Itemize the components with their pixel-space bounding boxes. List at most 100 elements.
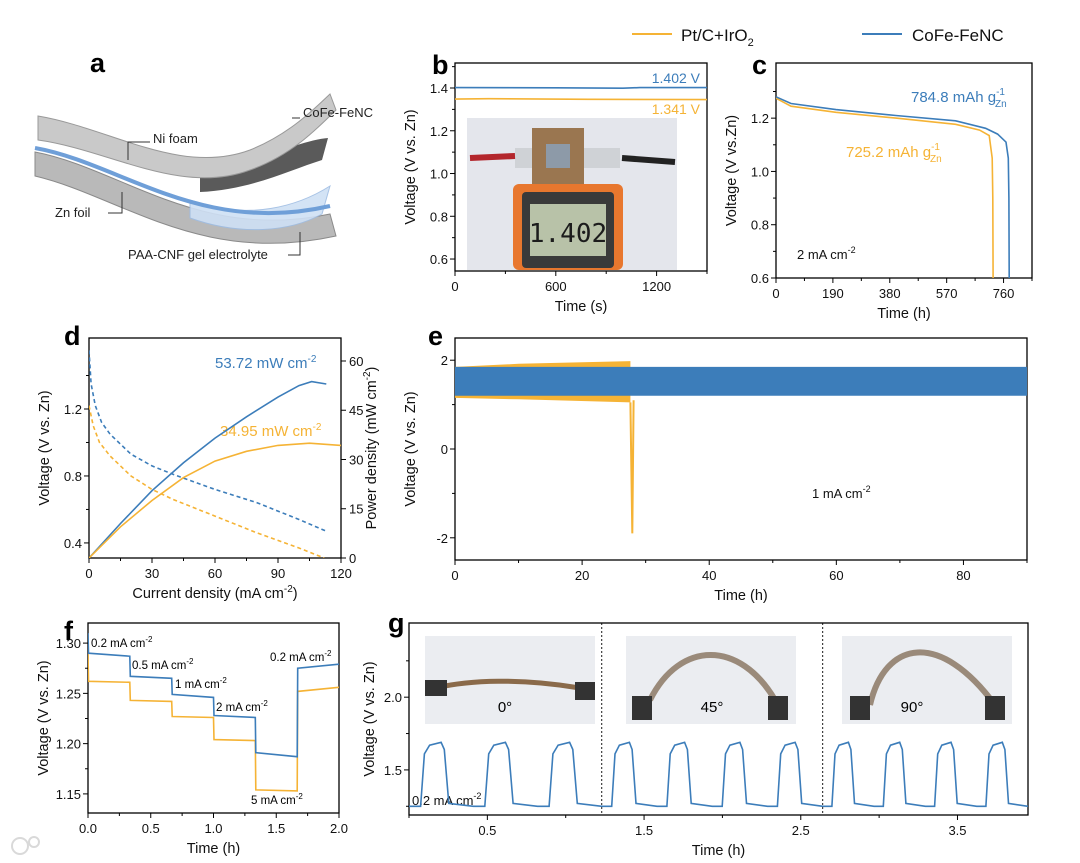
y2-tick-label: 0	[349, 551, 356, 566]
series-line-pt-c-iro2-voltage	[89, 405, 325, 558]
failure-spike	[629, 400, 635, 534]
y2-tick-label: 60	[349, 354, 363, 369]
black-probe	[621, 155, 676, 165]
x-tick-label: 0.5	[142, 821, 160, 836]
series-line-cofe-fenc-voltage	[89, 350, 327, 532]
d-annotation-cofe: 53.72 mW cm-2	[215, 354, 317, 372]
x-tick-label: 1.5	[267, 821, 285, 836]
c-annotation-cofe: 784.8 mAh g-1 Zn	[911, 87, 1007, 110]
x-tick-label: 20	[575, 568, 589, 583]
panel-b-inset-photo: 1.402	[467, 118, 677, 270]
x-tick-label: 380	[879, 286, 901, 301]
panel-letter-d: d	[64, 321, 81, 351]
y2-tick-label: 45	[349, 403, 363, 418]
x-tick-label: 0	[451, 568, 458, 583]
watermark-logo	[11, 836, 40, 855]
plot-frame	[454, 62, 708, 272]
b-annotation-pt: 1.341 V	[652, 101, 701, 117]
f-current-label: 0.2 mA cm-2	[270, 649, 332, 664]
panel-letter-g: g	[388, 608, 405, 638]
panel-b: b 0 600 1200 0.6 0.8 1.0 1.2 1.4 Time (s) Voltage …	[403, 50, 708, 315]
f-current-label: 0.5 mA cm-2	[132, 657, 194, 672]
x-tick-label: 600	[545, 279, 567, 294]
x-axis-label: Time (s)	[555, 299, 608, 315]
legend-label-cofe: CoFe-FeNC	[912, 26, 1004, 45]
panel-letter-a: a	[90, 48, 106, 78]
x-tick-label: 80	[956, 568, 970, 583]
x-tick-label: 60	[208, 566, 222, 581]
panel-letter-e: e	[428, 321, 443, 351]
y-axis-label: Voltage (V vs. Zn)	[36, 660, 52, 775]
label-zn-foil: Zn foil	[55, 205, 91, 220]
series-line-pt	[455, 97, 707, 101]
gel-blue-line	[34, 146, 331, 216]
x-tick-label: 0	[451, 279, 458, 294]
y-tick-label: 1.5	[384, 763, 402, 778]
series-line-cofe	[409, 741, 1028, 808]
x-tick-label: 0	[772, 286, 779, 301]
plot-area	[89, 350, 341, 558]
series-line-pt-c-iro2-power	[89, 442, 341, 558]
c-annotation-current: 2 mA cm-2	[797, 245, 856, 262]
c-annotation-pt: 725.2 mAh g-1 Zn	[846, 142, 942, 165]
annotations: 1.402 V 1.341 V 784.8 mAh g-1 Zn 725.2 mA…	[215, 70, 1007, 808]
legend: Pt/C+IrO2 CoFe-FeNC	[632, 26, 1004, 49]
plot-frame	[408, 622, 1029, 816]
plot-area	[88, 633, 339, 792]
ni-foam-layer	[37, 93, 337, 179]
plot-area	[409, 741, 1028, 808]
y-tick-label: 0	[441, 442, 448, 457]
series-band-cofe	[455, 366, 1027, 396]
x-tick-label: 1200	[642, 279, 671, 294]
y2-tick-label: 30	[349, 452, 363, 467]
y-tick-label: 1.25	[56, 686, 81, 701]
series-line-cofe	[455, 86, 707, 90]
y-axis-label: Voltage (V vs. Zn)	[362, 661, 378, 776]
label-gel: PAA-CNF gel electrolyte	[128, 247, 268, 262]
x-axis-label: Time (h)	[692, 843, 745, 859]
x-tick-label: 1.5	[635, 823, 653, 838]
series-line-cofe	[88, 633, 339, 758]
y-tick-label: -2	[436, 531, 448, 546]
panel-c: c 0 190 380 570 760 0.6 0.8 1.0 1.2 Time (h) Voltag…	[724, 50, 1033, 322]
series-line-pt	[88, 653, 339, 792]
y-tick-label: 0.8	[430, 209, 448, 224]
y-tick-label: 1.15	[56, 787, 81, 802]
x-tick-label: 0.5	[478, 823, 496, 838]
panel-g-photos: 0° 45° 90°	[425, 636, 1012, 724]
y-axis-label: Voltage (V vs. Zn)	[37, 390, 53, 505]
leader-gel	[288, 232, 301, 256]
series-line-cofe-fenc-power	[89, 380, 327, 558]
plot-frame	[775, 62, 1033, 279]
panel-letter-c: c	[752, 50, 767, 80]
x-tick-label: 760	[993, 286, 1015, 301]
series-line-pt	[776, 97, 994, 278]
plot-area	[776, 96, 1011, 278]
f-current-label: 2 mA cm-2	[216, 699, 268, 714]
x-axis-label: Time (h)	[714, 588, 767, 604]
y2-tick-label: 15	[349, 502, 363, 517]
y-axis-label: Voltage (V vs. Zn)	[403, 109, 419, 224]
series-line-cofe	[776, 96, 1011, 278]
x-tick-label: 2.5	[792, 823, 810, 838]
y-tick-label: 0.6	[430, 252, 448, 267]
leader-ni-foam	[127, 141, 150, 160]
panel-g: g 0.5 1.5 2.5 3.5 1.5 2.0 Time (h) Voltage (V vs…	[362, 608, 1029, 859]
panel-d: d 0 30 60 90 120 0.4 0.8 1.2 0 15 30 45 60 Voltage (V …	[37, 321, 363, 581]
panel-e: e 0 20 40 60 80 -2 0 2 Time (h) Voltage (V vs. Zn)	[403, 321, 1028, 604]
y-tick-label: 0.6	[751, 271, 769, 286]
x-tick-label: 2.0	[330, 821, 348, 836]
y-tick-label: 1.2	[430, 124, 448, 139]
y-tick-label: 0.4	[64, 536, 82, 551]
label-cofe: CoFe-FeNC	[303, 105, 373, 120]
y-tick-label: 1.0	[751, 164, 769, 179]
f-current-label: 5 mA cm-2	[251, 792, 303, 807]
label-ni-foam: Ni foam	[153, 131, 198, 146]
plot-area	[455, 361, 1027, 534]
panel-letter-f: f	[64, 616, 74, 646]
f-current-label: 0.2 mA cm-2	[91, 635, 153, 650]
d-x-axis-label: Current density (mA cm-2)	[132, 584, 297, 602]
x-axis-label: Time (h)	[877, 306, 930, 322]
